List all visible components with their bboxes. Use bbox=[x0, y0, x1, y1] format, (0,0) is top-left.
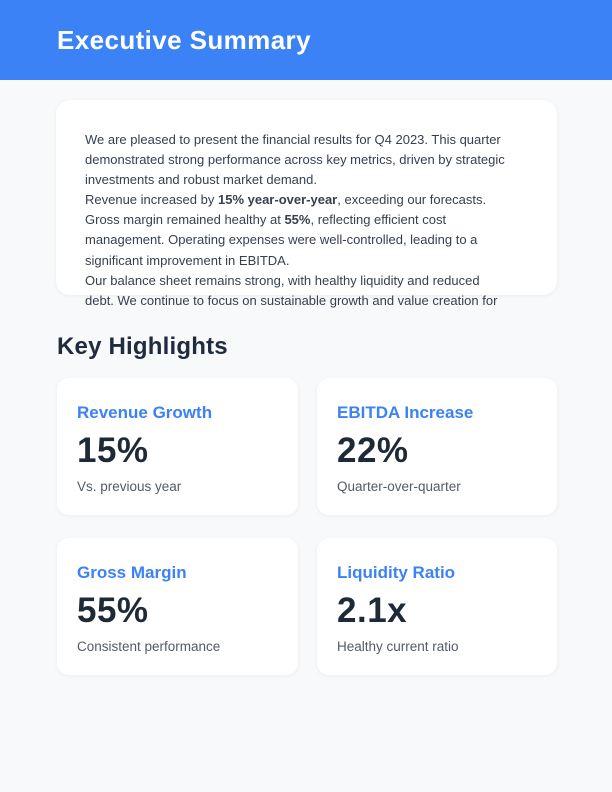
summary-line: management. Operating expenses were well… bbox=[85, 232, 478, 248]
page-header: Executive Summary bbox=[0, 0, 612, 80]
summary-line: We are pleased to present the financial … bbox=[85, 132, 501, 147]
metric-title: Revenue Growth bbox=[77, 403, 213, 422]
page-title: Executive Summary bbox=[57, 24, 311, 55]
metric-title: Liquidity Ratio bbox=[337, 563, 456, 582]
executive-summary-card: We are pleased to present the financial … bbox=[56, 100, 557, 308]
summary-text-block: We are pleased to present the financial … bbox=[85, 130, 530, 311]
metric-value: 22% bbox=[337, 431, 409, 470]
summary-line: Gross margin remained healthy at 55%, re… bbox=[85, 212, 447, 228]
bold-metric-text: 55% bbox=[284, 212, 311, 228]
summary-line: Revenue increased by 15% year-over-year,… bbox=[85, 192, 487, 208]
summary-line: debt. We continue to focus on sustainabl… bbox=[85, 292, 498, 308]
metric-subtitle: Healthy current ratio bbox=[337, 639, 459, 654]
metric-card-gross-margin: Gross Margin 55% Consistent performance bbox=[57, 538, 298, 675]
metric-card-revenue-growth: Revenue Growth 15% Vs. previous year bbox=[57, 378, 298, 515]
metric-subtitle: Quarter-over-quarter bbox=[337, 479, 461, 494]
key-highlights-heading: Key Highlights bbox=[57, 333, 228, 360]
metric-subtitle: Vs. previous year bbox=[77, 479, 182, 494]
metric-value: 55% bbox=[77, 591, 149, 630]
highlights-grid: Revenue Growth 15% Vs. previous year EBI… bbox=[57, 378, 557, 675]
metric-value: 15% bbox=[77, 431, 149, 470]
metric-subtitle: Consistent performance bbox=[77, 639, 221, 654]
bold-metric-text: 15% year-over-year bbox=[217, 192, 338, 208]
summary-line: Our balance sheet remains strong, with h… bbox=[85, 272, 480, 288]
metric-card-liquidity-ratio: Liquidity Ratio 2.1x Healthy current rat… bbox=[317, 538, 557, 675]
metric-value: 2.1x bbox=[337, 591, 408, 630]
summary-line: significant improvement in EBITDA. bbox=[85, 252, 290, 268]
summary-line: demonstrated strong performance across k… bbox=[85, 152, 505, 168]
metric-title: EBITDA Increase bbox=[337, 403, 474, 422]
summary-line: investments and robust market demand. bbox=[85, 172, 317, 188]
metric-card-ebitda-increase: EBITDA Increase 22% Quarter-over-quarter bbox=[317, 378, 557, 515]
metric-title: Gross Margin bbox=[77, 563, 187, 582]
